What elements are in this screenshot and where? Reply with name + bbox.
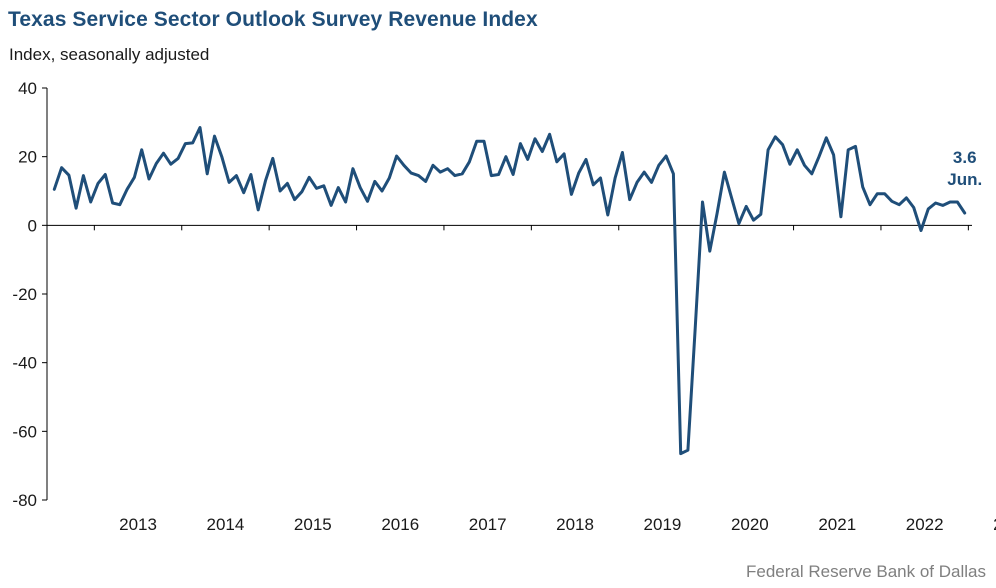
y-tick-label: -60 (12, 422, 37, 441)
y-tick-label: -40 (12, 354, 37, 373)
source-note: Federal Reserve Bank of Dallas (745, 562, 986, 581)
x-tick-label: 2020 (731, 515, 769, 534)
latest-month-label: Jun. (947, 170, 982, 189)
x-tick-label: 2016 (381, 515, 419, 534)
y-axis-ticks: 40 20 0 -20 -40 -60 -80 (12, 79, 47, 510)
x-tick-label: 2017 (469, 515, 507, 534)
chart-title: Texas Service Sector Outlook Survey Reve… (8, 8, 538, 31)
x-tick-label: 2013 (119, 515, 157, 534)
x-tick-label: 2022 (906, 515, 944, 534)
y-tick-label: -80 (12, 491, 37, 510)
y-tick-label: -20 (12, 285, 37, 304)
x-tick-label: 2015 (294, 515, 332, 534)
y-tick-label: 0 (28, 216, 37, 235)
x-tick-label: 2021 (818, 515, 856, 534)
x-tick-label: 2019 (644, 515, 682, 534)
x-axis-ticks: 2013 2014 2015 2016 2017 2018 2019 2020 2021 2022… (93, 225, 996, 534)
x-tick-label: 2023 (993, 515, 996, 534)
y-tick-label: 20 (18, 148, 37, 167)
latest-value-label: 3.6 (953, 148, 977, 167)
x-tick-label: 2018 (556, 515, 594, 534)
x-tick-label: 2014 (207, 515, 245, 534)
revenue-index-line (52, 126, 967, 456)
chart-subtitle: Index, seasonally adjusted (9, 45, 210, 64)
y-tick-label: 40 (18, 79, 37, 98)
